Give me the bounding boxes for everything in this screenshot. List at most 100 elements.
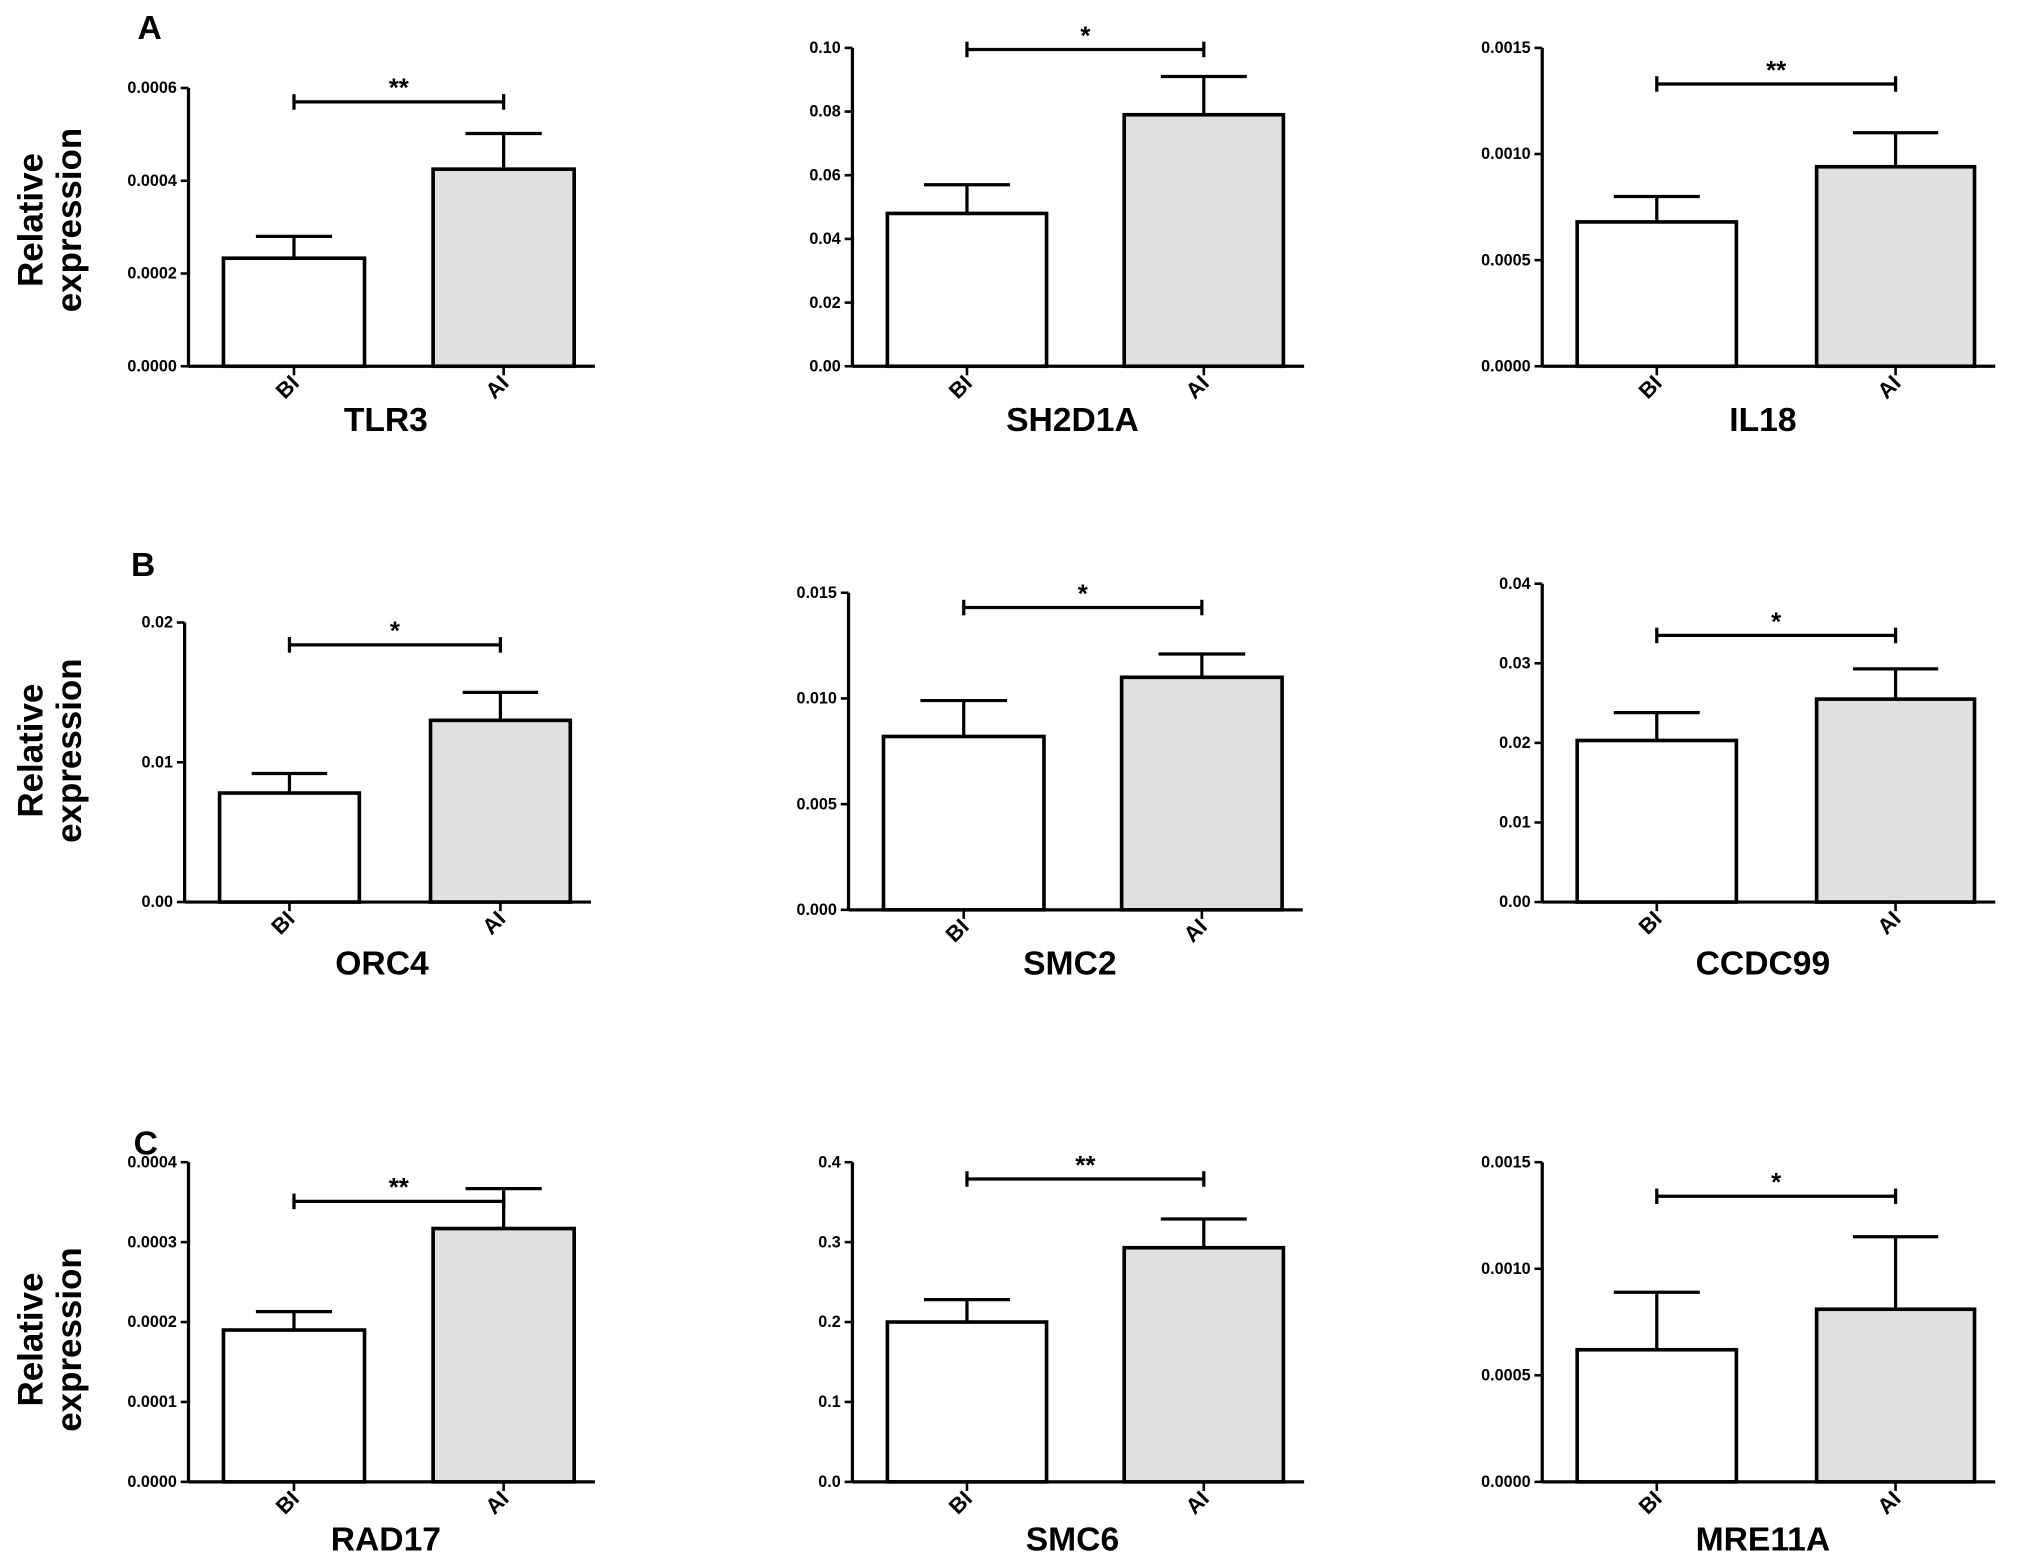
- y-tick-label: 0.0002: [127, 265, 176, 283]
- y-tick-label: 0.01: [1499, 814, 1530, 832]
- panel-orc4: 0.00 0.01 0.02 BI AI * ORC4: [142, 614, 591, 983]
- bar-ai: [428, 718, 573, 904]
- y-tick-label: 0.00: [809, 357, 840, 375]
- gene-title: SH2D1A: [1006, 402, 1139, 439]
- panel-label-B: B: [131, 547, 155, 584]
- panel-il18: 0.0000 0.0005 0.0010 0.0015 BI AI ** IL18: [1481, 39, 1996, 439]
- panel-tlr3: 0.0000 0.0002 0.0004 0.0006 BI AI ** TLR3: [127, 75, 595, 439]
- y-tick-label: 0.0015: [1481, 1153, 1530, 1171]
- panel-smc2: 0.000 0.005 0.010 0.015 BI AI * SMC2: [796, 580, 1303, 983]
- y-tick-label: 0.000: [796, 901, 836, 919]
- x-tick-label: AI: [1179, 914, 1212, 947]
- y-tick-label: 0.02: [142, 614, 173, 632]
- panel-smc6: 0.0 0.1 0.2 0.3 0.4 BI AI ** SMC6: [818, 1152, 1305, 1558]
- significance-label: **: [389, 1174, 410, 1202]
- y-axis-label: Relative expression: [11, 1247, 89, 1431]
- y-tick-label: 0.0010: [1481, 145, 1530, 163]
- gene-title: ORC4: [335, 946, 429, 983]
- significance-label: *: [390, 618, 401, 646]
- panel-label-C: C: [134, 1125, 158, 1162]
- y-axis-label: Relative expression: [11, 128, 89, 312]
- y-axis-label-line1: Relative: [11, 153, 50, 287]
- y-tick-label: 0.08: [809, 103, 840, 121]
- bar-ai: [1122, 112, 1286, 369]
- y-tick-label: 0.0001: [127, 1393, 176, 1411]
- x-tick-label: BI: [266, 906, 299, 939]
- significance-label: **: [1766, 57, 1787, 85]
- significance-label: *: [1771, 1169, 1782, 1197]
- y-tick-label: 0.0002: [127, 1313, 176, 1331]
- y-axis-label-line2: expression: [50, 1247, 89, 1431]
- panel-rad17: 0.0000 0.0001 0.0002 0.0003 0.0004 BI AI ** RAD1…: [127, 1153, 595, 1558]
- gene-title: SMC2: [1023, 946, 1116, 983]
- gene-title: SMC6: [1026, 1521, 1119, 1558]
- x-tick-label: BI: [941, 914, 974, 947]
- bar-ai: [1122, 1245, 1286, 1484]
- bar-ai: [1814, 164, 1977, 369]
- x-tick-label: BI: [1634, 1486, 1667, 1519]
- y-tick-label: 0.0004: [127, 172, 176, 190]
- x-tick-label: AI: [1872, 906, 1905, 939]
- significance-label: **: [1075, 1152, 1096, 1180]
- x-tick-label: BI: [1634, 906, 1667, 939]
- y-tick-label: 0.005: [796, 795, 836, 813]
- x-tick-label: AI: [1872, 1486, 1905, 1519]
- y-axis-label-line2: expression: [50, 658, 89, 842]
- significance-label: *: [1080, 22, 1091, 50]
- y-tick-label: 0.04: [1499, 575, 1530, 593]
- gene-title: CCDC99: [1696, 946, 1831, 983]
- panel-ccdc99: 0.00 0.01 0.02 0.03 0.04 BI AI * CCDC99: [1499, 575, 1996, 983]
- bar-ai: [431, 1226, 576, 1484]
- bar-bi: [885, 211, 1049, 369]
- y-axis-label-line1: Relative: [11, 684, 50, 818]
- y-tick-label: 0.04: [809, 230, 840, 248]
- y-tick-label: 0.0000: [127, 1473, 176, 1491]
- y-tick-label: 0.1: [818, 1393, 840, 1411]
- x-tick-label: BI: [271, 370, 304, 403]
- y-tick-label: 0.010: [796, 690, 836, 708]
- y-tick-label: 0.4: [818, 1153, 840, 1171]
- y-tick-label: 0.00: [142, 893, 173, 911]
- y-tick-label: 0.2: [818, 1313, 840, 1331]
- y-axis-label-line1: Relative: [11, 1273, 50, 1407]
- gene-title: IL18: [1729, 402, 1796, 439]
- y-tick-label: 0.0005: [1481, 251, 1530, 269]
- bar-ai: [431, 167, 576, 369]
- x-tick-label: BI: [271, 1486, 304, 1519]
- y-tick-label: 0.06: [809, 166, 840, 184]
- bar-bi: [1575, 220, 1739, 369]
- y-tick-label: 0.0: [818, 1473, 840, 1491]
- bar-bi: [221, 256, 367, 369]
- bar-bi: [1575, 738, 1739, 904]
- y-tick-label: 0.0000: [1481, 357, 1530, 375]
- x-tick-label: BI: [944, 370, 977, 403]
- gene-title: RAD17: [331, 1521, 441, 1558]
- panel-label-A: A: [138, 10, 162, 47]
- significance-label: **: [389, 75, 410, 103]
- y-tick-label: 0.0004: [127, 1153, 176, 1171]
- x-tick-label: AI: [480, 370, 513, 403]
- bar-bi: [881, 734, 1046, 912]
- y-tick-label: 0.0000: [1481, 1473, 1530, 1491]
- y-tick-label: 0.015: [796, 584, 836, 602]
- y-tick-label: 0.0000: [127, 357, 176, 375]
- y-tick-label: 0.03: [1499, 654, 1530, 672]
- panel-mre11a: 0.0000 0.0005 0.0010 0.0015 BI AI * MRE11A: [1481, 1153, 1996, 1558]
- y-tick-label: 0.02: [1499, 734, 1530, 752]
- y-tick-label: 0.10: [809, 39, 840, 57]
- bar-bi: [217, 791, 362, 904]
- x-tick-label: AI: [1872, 370, 1905, 403]
- y-tick-label: 0.0005: [1481, 1366, 1530, 1384]
- y-tick-label: 0.0015: [1481, 39, 1530, 57]
- y-axis-label: Relative expression: [11, 658, 89, 842]
- significance-label: *: [1771, 608, 1782, 636]
- bar-ai: [1814, 1307, 1977, 1484]
- x-tick-label: BI: [944, 1486, 977, 1519]
- y-axis-label-line2: expression: [50, 128, 89, 312]
- panel-sh2d1a: 0.00 0.02 0.04 0.06 0.08 0.10 BI AI * SH2D1A: [809, 22, 1305, 439]
- gene-title: MRE11A: [1696, 1521, 1831, 1558]
- bar-bi: [221, 1328, 367, 1484]
- x-tick-label: AI: [480, 1486, 513, 1519]
- x-tick-label: AI: [1181, 1486, 1214, 1519]
- y-tick-label: 0.0010: [1481, 1260, 1530, 1278]
